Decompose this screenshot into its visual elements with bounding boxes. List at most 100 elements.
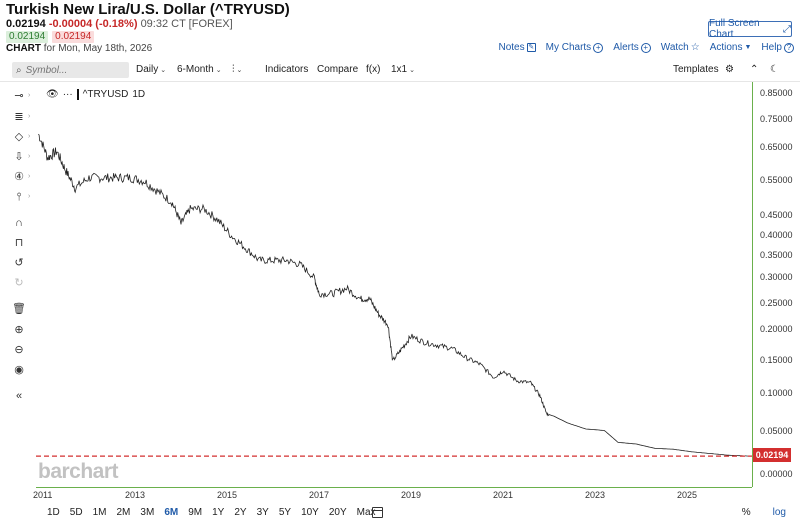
watch-link[interactable]: Watch ☆	[661, 42, 700, 53]
period-dropdown[interactable]: 6-Month ⌄	[177, 64, 222, 75]
trash-icon[interactable]: 🗑	[12, 303, 26, 315]
chart-label: CHART	[6, 43, 41, 54]
legend-menu[interactable]: ···	[62, 89, 73, 100]
x-tick-label: 2013	[125, 490, 146, 500]
redo-icon[interactable]: ↻	[14, 277, 24, 289]
calendar-icon[interactable]	[372, 507, 383, 518]
counter-tool-icon[interactable]: ④	[14, 171, 24, 183]
y-tick-label: 0.65000	[760, 142, 793, 152]
legend-symbol: ^TRYUSD	[82, 89, 129, 100]
my-charts-label: My Charts	[545, 42, 592, 53]
barchart-logo: barchart	[38, 460, 119, 483]
plus-icon: +	[593, 42, 604, 53]
bar-chart-type-icon: ⫶	[232, 64, 235, 75]
y-tick-label: 0.40000	[760, 230, 793, 240]
indicators-button[interactable]: Indicators	[265, 64, 309, 75]
range-button-5y[interactable]: 5Y	[278, 507, 292, 518]
notes-link[interactable]: Notes ✎	[499, 42, 536, 53]
y-tick-label: 0.35000	[760, 250, 793, 260]
templates-button[interactable]: Templates	[673, 64, 719, 75]
help-link[interactable]: Help ?	[761, 42, 794, 53]
x-tick-label: 2021	[493, 490, 514, 500]
range-button-1m[interactable]: 1M	[92, 507, 107, 518]
zoom-out-icon[interactable]: ⊖	[14, 344, 24, 356]
x-tick-label: 2011	[33, 490, 53, 500]
interval-dropdown[interactable]: Daily ⌄	[136, 64, 166, 75]
gear-icon[interactable]: ⚙	[725, 64, 734, 75]
star-icon: ☆	[690, 42, 700, 53]
chevron-down-icon: ⌄	[160, 67, 167, 74]
arrow-tool-icon[interactable]: ⇩	[14, 151, 24, 163]
range-button-6m[interactable]: 6M	[164, 507, 179, 518]
last-price-label: 0.02194	[753, 448, 791, 462]
x-tick-label: 2017	[309, 490, 330, 500]
top-links: Notes ✎ My Charts + Alerts + Watch ☆ Act…	[499, 42, 794, 53]
eye-icon[interactable]: 👁	[46, 89, 59, 100]
dark-mode-icon[interactable]: ☾	[770, 64, 779, 75]
y-axis-line	[752, 82, 753, 487]
collapse-left-icon[interactable]: «	[15, 390, 23, 402]
range-button-2y[interactable]: 2Y	[234, 507, 247, 518]
collapse-icon[interactable]: ⌃	[750, 64, 759, 75]
range-button-3y[interactable]: 3Y	[256, 507, 269, 518]
actions-menu[interactable]: Actions ▼	[710, 42, 752, 53]
chevron-right-icon: ›	[28, 153, 31, 160]
range-button-1y[interactable]: 1Y	[212, 507, 225, 518]
lines-tool-icon[interactable]: ≣	[14, 111, 24, 123]
chart-toolbar: ⌕ Daily⌄ 6-Month⌄ ⫶⌄ Indicators Compare …	[0, 60, 800, 82]
chart-date: for Mon, May 18th, 2026	[43, 43, 153, 54]
y-tick-label: 0.30000	[760, 272, 793, 282]
chart-type-dropdown[interactable]: ⫶ ⌄	[232, 64, 242, 75]
layout-label: 1x1	[391, 64, 408, 75]
crosshair-tool-icon[interactable]: ⊸	[14, 90, 24, 102]
symbol-search-input[interactable]	[25, 64, 116, 76]
chevron-right-icon: ›	[28, 173, 31, 180]
alerts-link[interactable]: Alerts +	[613, 42, 651, 53]
ask-badge: 0.02194	[52, 31, 95, 43]
compare-button[interactable]: Compare	[317, 64, 359, 75]
chevron-right-icon: ›	[28, 113, 31, 120]
scale-buttons: % log	[742, 507, 786, 518]
y-tick-label: 0.15000	[760, 355, 793, 365]
bid-ask: 0.02194 0.02194	[6, 31, 95, 43]
layout-dropdown[interactable]: 1x1 ⌄	[391, 64, 415, 75]
expand-icon: ⤢	[783, 23, 791, 35]
chevron-right-icon: ›	[28, 133, 31, 140]
fib-tool-icon[interactable]: ⫯	[16, 191, 22, 203]
full-screen-label: Full Screen Chart	[709, 18, 760, 40]
percent-scale-button[interactable]: %	[741, 507, 751, 518]
magnet-icon[interactable]: ∩	[15, 217, 23, 229]
symbol-search[interactable]: ⌕	[12, 62, 129, 78]
bid-badge: 0.02194	[6, 31, 49, 43]
y-tick-label: 0.55000	[760, 175, 793, 185]
range-button-5d[interactable]: 5D	[69, 507, 83, 518]
range-button-1d[interactable]: 1D	[47, 507, 60, 518]
range-button-max[interactable]: Max	[356, 507, 376, 518]
range-button-3m[interactable]: 3M	[140, 507, 155, 518]
undo-icon[interactable]: ↺	[14, 257, 24, 269]
y-tick-label: 0.25000	[760, 298, 793, 308]
y-tick-label: 0.00000	[760, 469, 793, 479]
full-screen-chart-button[interactable]: Full Screen Chart ⤢	[708, 18, 792, 40]
y-tick-label: 0.10000	[760, 388, 793, 398]
quote-time: 09:32 CT [FOREX]	[140, 18, 233, 30]
lock-icon[interactable]: ⊓	[14, 237, 24, 249]
chevron-down-icon: ⌄	[409, 67, 415, 74]
range-button-10y[interactable]: 10Y	[301, 507, 319, 518]
price-series-line	[38, 133, 750, 457]
chevron-down-icon: ⌄	[236, 67, 243, 74]
range-button-9m[interactable]: 9M	[188, 507, 203, 518]
fx-button[interactable]: f(x)	[366, 64, 381, 75]
price-chart[interactable]	[36, 82, 752, 488]
my-charts-link[interactable]: My Charts +	[546, 42, 604, 53]
log-scale-button[interactable]: log	[772, 507, 786, 518]
actions-label: Actions	[709, 42, 743, 53]
shapes-tool-icon[interactable]: ◇	[14, 131, 24, 143]
zoom-in-icon[interactable]: ⊕	[14, 324, 24, 336]
x-tick-label: 2019	[401, 490, 422, 500]
eye-icon[interactable]: ◉	[14, 364, 24, 376]
range-button-20y[interactable]: 20Y	[328, 507, 347, 518]
notes-label: Notes	[498, 42, 525, 53]
range-button-2m[interactable]: 2M	[116, 507, 131, 518]
y-tick-label: 0.85000	[760, 88, 793, 98]
